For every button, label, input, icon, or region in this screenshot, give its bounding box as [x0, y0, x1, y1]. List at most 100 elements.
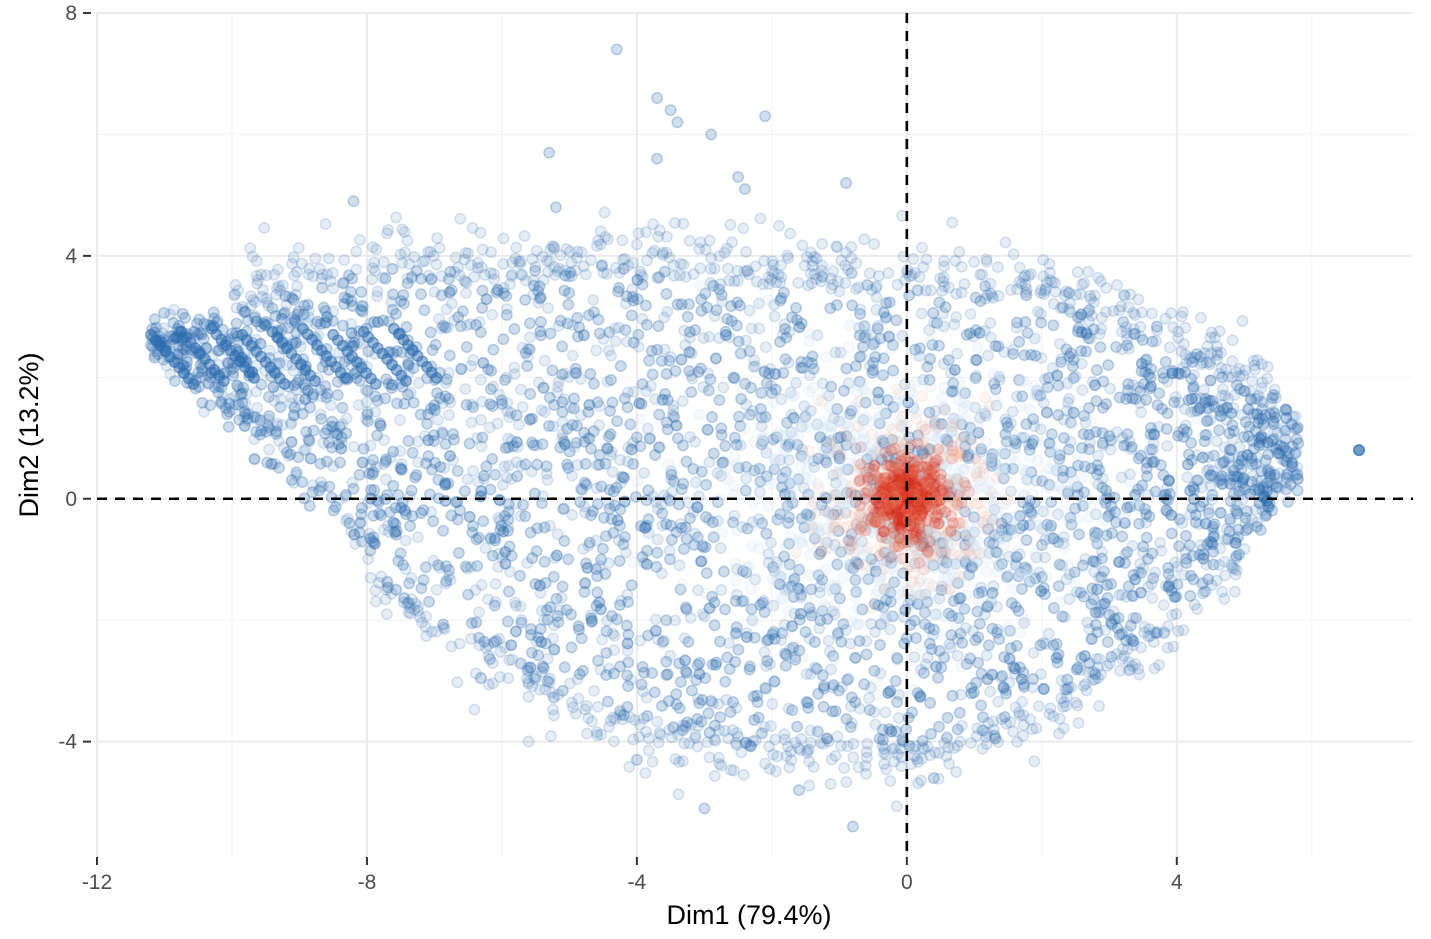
data-point	[424, 326, 437, 339]
data-point	[459, 560, 472, 573]
data-point	[1267, 425, 1280, 438]
data-point	[730, 319, 743, 332]
data-point	[614, 454, 627, 467]
data-point	[1073, 528, 1085, 541]
data-point	[622, 680, 635, 693]
data-point	[148, 351, 161, 364]
data-point	[249, 309, 262, 322]
data-point	[1090, 364, 1103, 377]
data-point	[352, 335, 365, 348]
data-point	[868, 664, 881, 677]
data-point	[667, 399, 680, 412]
data-point	[945, 425, 958, 438]
data-point	[1028, 420, 1041, 433]
data-point	[1022, 438, 1035, 451]
data-point	[808, 661, 821, 674]
data-point	[1124, 619, 1137, 632]
data-point	[385, 296, 398, 308]
data-point	[997, 680, 1010, 693]
data-point	[724, 706, 737, 719]
data-point	[1259, 510, 1272, 523]
data-point	[422, 450, 435, 463]
data-point	[490, 634, 503, 647]
data-point	[951, 723, 964, 736]
data-point	[779, 659, 792, 672]
data-point	[1255, 465, 1268, 478]
data-point	[863, 703, 876, 716]
data-point	[889, 675, 902, 688]
data-point	[532, 649, 545, 662]
data-point	[1217, 383, 1229, 395]
data-point	[352, 399, 365, 412]
data-point	[287, 311, 300, 324]
data-point	[682, 496, 695, 509]
data-point	[1208, 400, 1221, 413]
data-point	[465, 416, 478, 429]
data-point	[497, 333, 510, 346]
data-point	[550, 592, 563, 605]
data-point	[418, 304, 431, 317]
data-point	[571, 673, 584, 686]
data-point	[1020, 534, 1033, 547]
data-point	[669, 614, 682, 627]
data-point	[653, 408, 666, 421]
data-point	[164, 368, 177, 381]
data-point	[978, 325, 991, 337]
data-point	[355, 501, 368, 514]
data-point	[953, 487, 965, 499]
data-point	[1241, 449, 1254, 462]
data-point	[780, 649, 793, 662]
data-point	[1086, 375, 1099, 388]
data-point	[746, 614, 759, 627]
data-point	[863, 692, 875, 705]
data-point	[950, 311, 963, 323]
data-point	[491, 417, 504, 430]
data-point	[853, 635, 866, 647]
data-point	[1229, 536, 1242, 549]
data-point	[677, 439, 690, 452]
data-point	[556, 427, 569, 440]
data-point	[466, 526, 479, 539]
data-point	[405, 484, 418, 497]
data-point	[707, 697, 719, 710]
data-point	[660, 518, 673, 531]
data-point	[347, 440, 360, 453]
data-point	[1103, 608, 1116, 621]
data-point	[774, 294, 787, 307]
data-point	[1034, 639, 1047, 652]
data-point	[689, 527, 701, 540]
data-point	[1275, 453, 1288, 465]
data-point	[148, 349, 161, 362]
data-point	[937, 357, 950, 370]
data-point	[465, 359, 478, 372]
data-point	[1052, 580, 1065, 593]
data-point	[577, 543, 590, 556]
data-point	[521, 343, 534, 356]
data-point	[814, 580, 826, 593]
data-point	[854, 308, 867, 320]
data-point	[360, 396, 373, 408]
data-point	[590, 344, 603, 357]
data-point	[587, 377, 600, 390]
data-point	[540, 604, 553, 617]
data-point	[603, 326, 616, 339]
data-point	[412, 456, 425, 469]
data-point	[544, 519, 557, 532]
data-point	[924, 697, 937, 709]
data-point	[744, 408, 757, 421]
data-point	[325, 491, 338, 504]
data-point	[541, 474, 554, 486]
data-point	[1061, 377, 1074, 390]
data-point	[811, 725, 824, 738]
data-point	[1129, 392, 1142, 405]
data-point	[879, 312, 892, 325]
data-point	[732, 643, 745, 656]
data-point	[602, 557, 615, 570]
data-point	[730, 621, 743, 634]
data-point	[1222, 451, 1235, 464]
data-point	[723, 331, 736, 344]
data-point	[391, 397, 404, 410]
data-point	[1083, 443, 1096, 456]
data-point	[682, 635, 695, 648]
data-point	[418, 429, 431, 442]
